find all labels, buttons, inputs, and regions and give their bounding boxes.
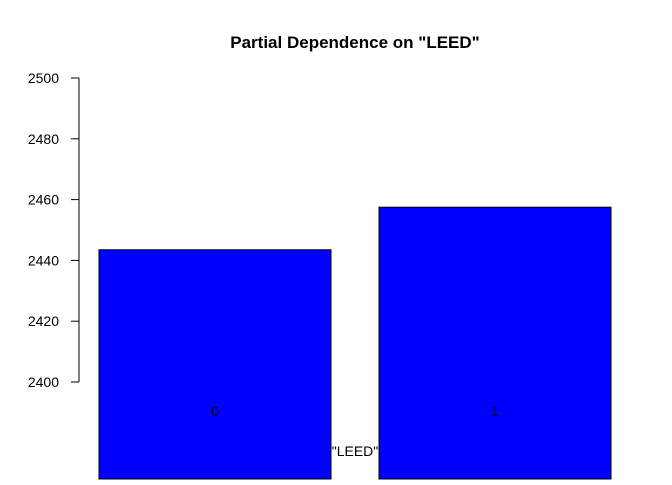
bar-0 (98, 249, 332, 480)
chart-title: Partial Dependence on "LEED" (230, 33, 479, 52)
x-tick-label: 1 (491, 403, 499, 419)
bar-1 (378, 206, 612, 480)
y-axis: 2400 2420 2440 2460 2480 2500 (28, 70, 80, 390)
y-tick-label: 2400 (28, 374, 59, 390)
x-tick-label: 0 (211, 403, 219, 419)
y-tick-label: 2420 (28, 313, 59, 329)
y-tick-label: 2480 (28, 131, 59, 147)
bars (98, 206, 612, 480)
x-axis-label: "LEED" (332, 443, 379, 459)
y-tick-label: 2500 (28, 70, 59, 86)
y-tick-label: 2440 (28, 252, 59, 268)
y-tick-label: 2460 (28, 192, 59, 208)
